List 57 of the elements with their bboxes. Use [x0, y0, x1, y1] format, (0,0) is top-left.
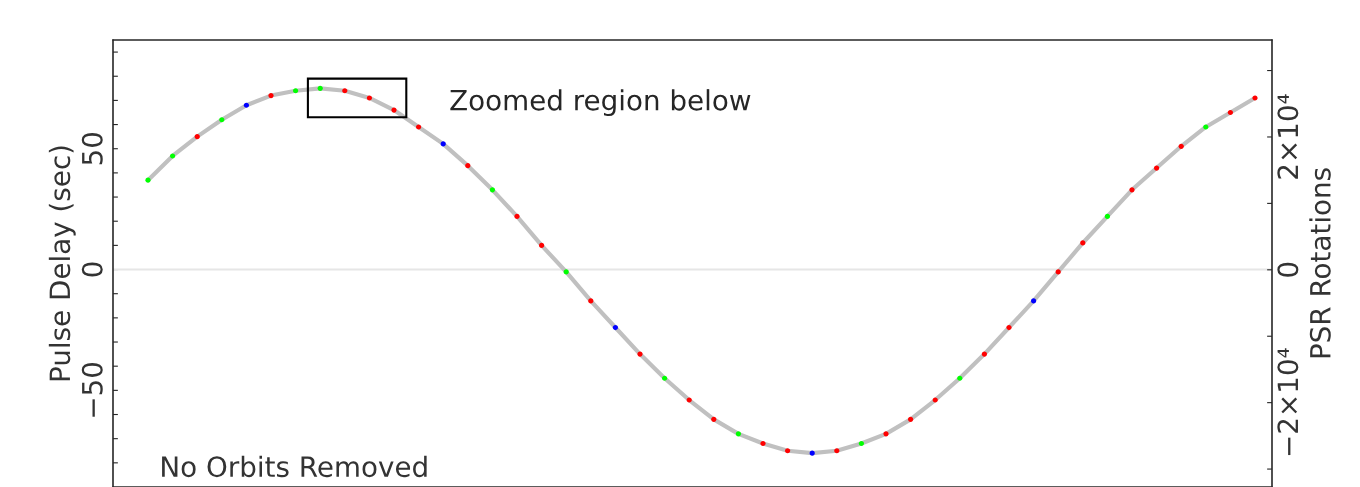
point	[170, 153, 176, 159]
point	[342, 88, 348, 94]
point	[243, 102, 249, 108]
point	[760, 440, 766, 447]
point	[1154, 165, 1160, 171]
line-series	[145, 86, 1258, 456]
point	[1031, 298, 1037, 304]
point	[711, 416, 717, 422]
y2-tick-label: −2×10⁴	[1277, 348, 1299, 456]
y2-tick-label: 0	[1277, 262, 1299, 277]
point	[440, 141, 446, 147]
point	[932, 397, 938, 403]
point	[1104, 213, 1110, 219]
point	[662, 375, 668, 381]
point	[637, 351, 643, 357]
y2-axis-title: PSR Rotations	[1309, 168, 1331, 358]
point	[1227, 109, 1233, 116]
point	[588, 298, 594, 304]
point	[957, 375, 963, 381]
point	[686, 397, 692, 403]
point	[908, 416, 914, 422]
y-tick-label: 50	[81, 132, 103, 165]
point	[145, 177, 151, 183]
point	[981, 351, 987, 357]
annotation: Zoomed region below	[450, 89, 751, 117]
y-tick-label: 0	[81, 262, 103, 277]
point	[465, 163, 471, 169]
point	[809, 450, 815, 456]
point	[489, 187, 495, 193]
point	[785, 448, 791, 454]
point	[735, 431, 741, 437]
y2-tick-label: 2×10⁴	[1277, 94, 1299, 179]
point	[194, 134, 200, 140]
point	[1129, 187, 1135, 193]
point	[391, 107, 397, 113]
point	[1006, 324, 1012, 331]
point	[366, 95, 372, 101]
point	[563, 269, 569, 275]
point	[317, 85, 323, 91]
point	[1080, 240, 1086, 246]
point	[293, 88, 299, 94]
point	[514, 213, 520, 219]
point	[1252, 95, 1258, 101]
point	[416, 124, 422, 130]
point	[1203, 124, 1209, 130]
point	[1055, 269, 1061, 275]
point	[834, 448, 840, 454]
y-tick-label: −50	[81, 362, 103, 417]
point	[539, 242, 545, 248]
annotation: No Orbits Removed	[162, 455, 427, 478]
point	[1178, 143, 1184, 149]
point	[858, 440, 864, 447]
point	[219, 117, 225, 123]
point	[883, 431, 889, 437]
point	[268, 92, 274, 99]
point	[612, 324, 618, 331]
y-axis-title: Pulse Delay (sec)	[48, 146, 76, 381]
